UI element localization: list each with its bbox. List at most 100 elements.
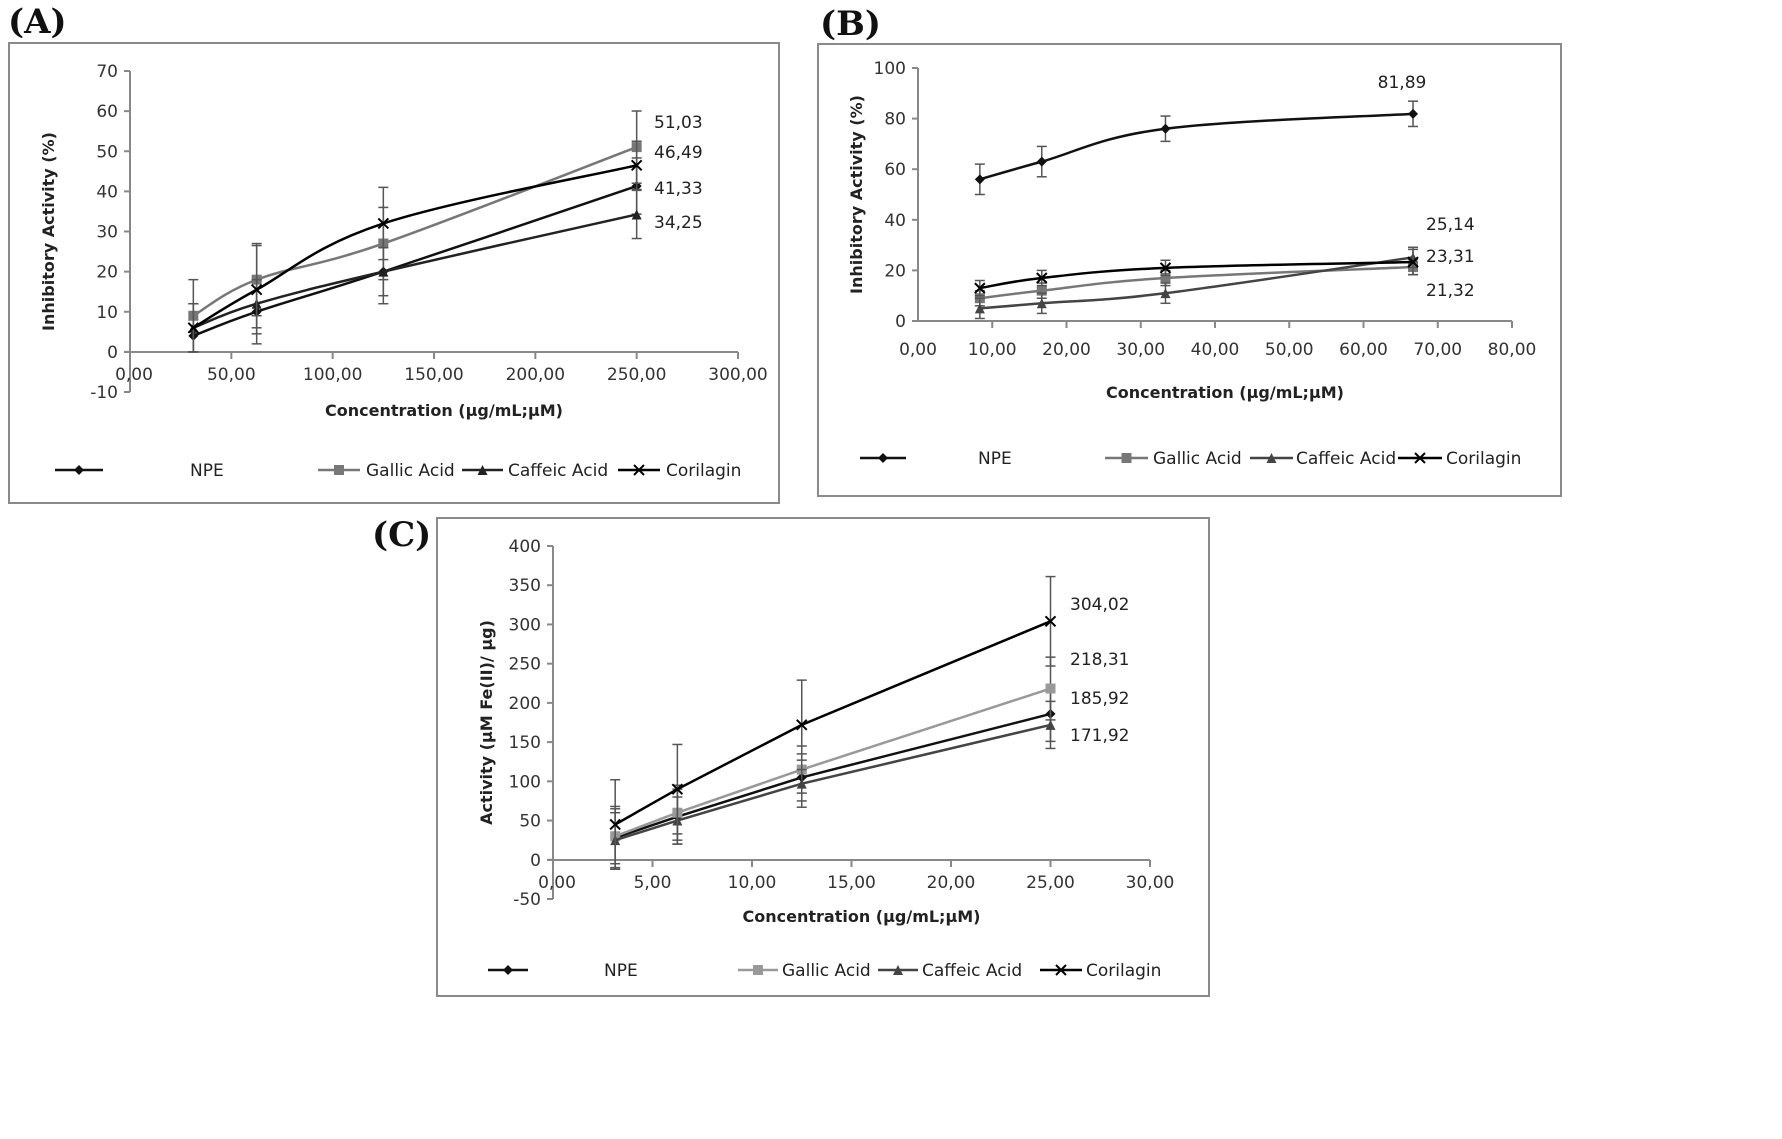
series-corilagin — [187, 140, 643, 353]
marker-x — [1414, 452, 1426, 464]
marker-x — [377, 217, 390, 230]
y-tick-label: 100 — [874, 59, 906, 79]
marker-x — [609, 818, 621, 831]
marker-x — [633, 464, 645, 476]
legend-item: Gallic Acid — [738, 961, 871, 981]
x-tick-label: 60,00 — [1339, 340, 1388, 360]
legend-label: Caffeic Acid — [1296, 449, 1396, 469]
series-line — [192, 213, 637, 329]
series-line — [192, 164, 637, 329]
marker-square — [1160, 272, 1171, 283]
legend-item: Caffeic Acid — [878, 961, 1022, 981]
legend-item: Caffeic Acid — [1250, 449, 1396, 469]
x-tick-label: 0,00 — [899, 340, 937, 360]
marker-triangle — [1160, 288, 1171, 299]
chart-frame-b — [817, 43, 1562, 497]
marker-x — [1159, 262, 1172, 274]
legend-label: Gallic Acid — [782, 961, 871, 981]
y-tick-label: 10 — [96, 303, 118, 323]
chart-frame-c — [436, 517, 1210, 997]
marker-x — [1407, 256, 1419, 268]
legend-label: Corilagin — [1086, 961, 1161, 981]
legend-item: NPE — [860, 449, 1012, 469]
marker-x — [974, 282, 986, 294]
series-line — [614, 712, 1051, 839]
legend-item: Gallic Acid — [318, 461, 455, 481]
legend: NPE Gallic Acid Caffeic Acid Corilagin — [488, 961, 1161, 981]
marker-x — [1036, 272, 1048, 284]
data-label: 218,31 — [1070, 650, 1129, 670]
panel-label-b: (B) — [820, 4, 881, 44]
y-axis-title: Inhibitory Activity (%) — [39, 132, 58, 331]
data-label: 304,02 — [1070, 595, 1129, 615]
x-axis-title: Concentration (µg/mL;µM) — [325, 401, 563, 420]
legend-label: Gallic Acid — [1153, 449, 1242, 469]
series-line — [979, 112, 1414, 181]
marker-x — [1055, 964, 1067, 976]
chart-frame-a — [8, 42, 780, 504]
series-line — [192, 145, 638, 317]
y-tick-label: 60 — [96, 102, 118, 122]
data-label: 51,03 — [654, 113, 703, 133]
panel-label-c: (C) — [372, 515, 432, 555]
series-line — [979, 260, 1414, 290]
marker-triangle — [1045, 719, 1056, 730]
y-axis-title: Inhibitory Activity (%) — [847, 95, 866, 294]
x-tick-label: 250,00 — [607, 365, 666, 385]
legend-label: NPE — [978, 449, 1012, 469]
marker-diamond — [974, 174, 985, 185]
y-tick-label: 40 — [96, 182, 118, 202]
marker-diamond — [878, 453, 888, 463]
x-tick-label: 40,00 — [1191, 340, 1240, 360]
legend: NPE Gallic Acid Caffeic Acid Corilagin — [55, 461, 741, 481]
marker-triangle — [477, 465, 488, 475]
y-tick-label: 0 — [895, 312, 906, 332]
y-tick-label: 50 — [96, 142, 118, 162]
y-axis-title: Activity (µM Fe(II)/ µg) — [477, 620, 496, 825]
marker-triangle — [893, 965, 903, 975]
y-tick-label: 350 — [509, 576, 541, 596]
legend-item: Caffeic Acid — [462, 461, 608, 481]
legend-item: Corilagin — [1398, 449, 1521, 469]
legend-label: Corilagin — [1446, 449, 1521, 469]
legend-label: NPE — [604, 961, 638, 981]
x-tick-label: 10,00 — [728, 873, 777, 893]
marker-diamond — [1408, 108, 1419, 119]
marker-triangle — [378, 266, 389, 277]
data-label: 23,31 — [1426, 247, 1475, 267]
x-axis-title: Concentration (µg/mL;µM) — [1106, 383, 1344, 402]
y-tick-label: 20 — [96, 263, 118, 283]
legend: NPE Gallic Acid Caffeic Acid Corilagin — [860, 449, 1521, 469]
y-tick-label: 20 — [884, 261, 906, 281]
y-tick-label: -50 — [513, 890, 541, 910]
marker-square — [334, 465, 344, 475]
legend-item: Gallic Acid — [1105, 449, 1242, 469]
legend-item: NPE — [55, 461, 224, 481]
marker-x — [671, 783, 684, 795]
legend-label: Gallic Acid — [366, 461, 455, 481]
x-tick-label: 5,00 — [634, 873, 672, 893]
data-label: 21,32 — [1426, 281, 1475, 301]
legend-item: Corilagin — [618, 461, 741, 481]
marker-x — [187, 322, 200, 334]
x-tick-label: 30,00 — [1126, 873, 1175, 893]
marker-x — [630, 159, 643, 172]
marker-diamond — [74, 465, 84, 475]
y-tick-label: 200 — [509, 694, 541, 714]
y-tick-label: 250 — [509, 655, 541, 675]
x-axis-title: Concentration (µg/mL;µM) — [743, 907, 981, 926]
y-tick-label: -10 — [90, 383, 118, 403]
marker-square — [1036, 285, 1047, 296]
x-tick-label: 150,00 — [404, 365, 463, 385]
marker-triangle — [796, 778, 807, 789]
series-npe — [974, 100, 1419, 196]
series-corilagin — [974, 248, 1419, 297]
marker-triangle — [1266, 453, 1277, 463]
series-line — [979, 256, 1414, 310]
x-tick-label: 20,00 — [927, 873, 976, 893]
y-tick-label: 300 — [509, 615, 541, 635]
marker-square — [1121, 453, 1132, 463]
chart-c: -50 0 50 100 150 200 250 300 350 400 0,00 5,00 10,00… — [477, 537, 1174, 981]
y-tick-label: 50 — [519, 812, 541, 832]
x-tick-label: 10,00 — [968, 340, 1017, 360]
